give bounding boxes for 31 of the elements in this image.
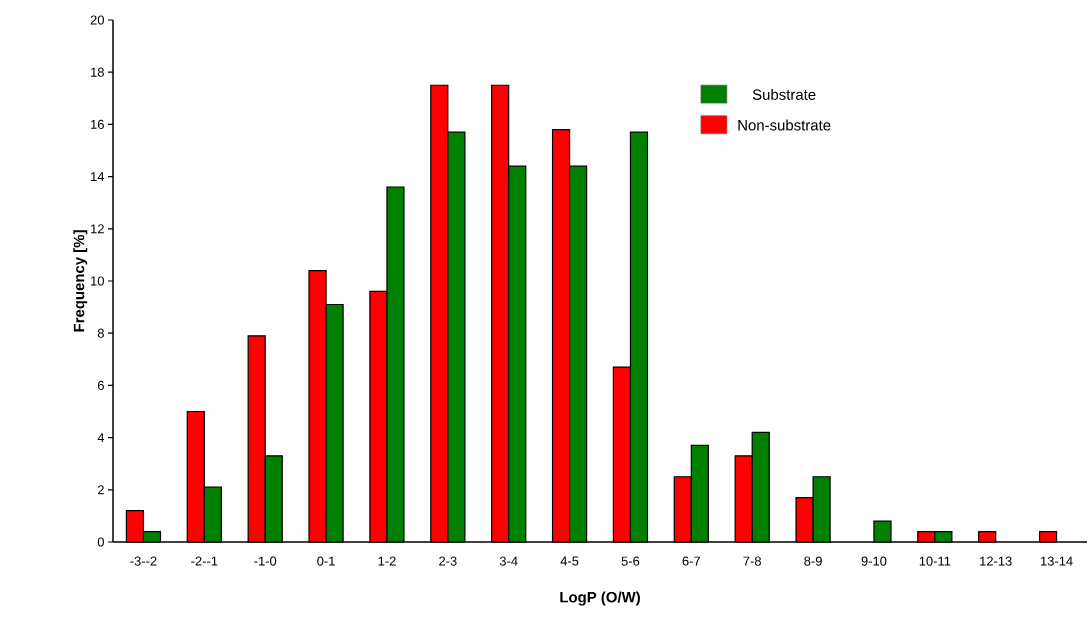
legend-label: Non-substrate <box>738 119 831 131</box>
y-tick-label: 18 <box>91 67 104 77</box>
x-tick-label: 1-2 <box>378 556 396 566</box>
y-tick-label: 0 <box>97 537 104 547</box>
x-tick-label: -2--1 <box>191 556 218 566</box>
y-tick-label: 12 <box>91 224 104 234</box>
x-tick-label: 12-13 <box>980 556 1012 566</box>
x-tick-label: 6-7 <box>682 556 701 566</box>
y-tick-label: 20 <box>90 15 104 25</box>
x-tick-label: -3--2 <box>130 556 157 566</box>
x-tick-label: 4-5 <box>560 556 579 566</box>
x-tick-label: -1-0 <box>254 556 277 566</box>
y-tick-label: 14 <box>91 172 105 182</box>
x-tick-label: 7-8 <box>743 556 761 566</box>
x-tick-label: 5-6 <box>621 556 640 566</box>
x-tick-label: 0-1 <box>317 556 335 566</box>
y-tick-label: 10 <box>91 276 104 286</box>
y-axis-title: Frequency [%] <box>73 230 88 332</box>
y-tick-label: 16 <box>91 119 104 129</box>
x-tick-label: 10-11 <box>919 556 951 566</box>
x-tick-label: 13-14 <box>1041 556 1073 566</box>
x-tick-label: 9-10 <box>861 556 887 566</box>
x-tick-label: 3-4 <box>499 556 518 566</box>
x-axis-title: LogP (O/W) <box>560 591 640 606</box>
y-tick-label: 4 <box>97 433 105 443</box>
x-tick-label: 8-9 <box>804 556 822 566</box>
y-tick-label: 2 <box>97 485 104 495</box>
x-tick-label: 2-3 <box>439 556 457 566</box>
legend-label: Substrate <box>752 88 816 100</box>
y-tick-label: 6 <box>97 380 104 390</box>
y-tick-label: 8 <box>97 328 104 338</box>
